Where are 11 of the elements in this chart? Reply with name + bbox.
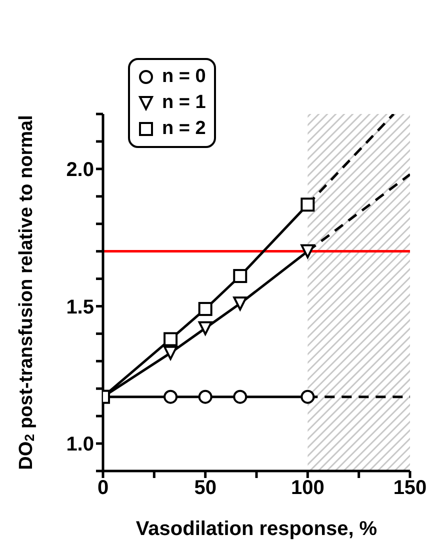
x-tick-label: 0	[97, 477, 109, 500]
legend-label: n = 2	[162, 117, 206, 141]
y-tick-label: 1.5	[66, 296, 94, 318]
y-tick-label: 2.0	[66, 159, 94, 182]
legend-label: n = 1	[162, 91, 206, 115]
x-tick-label: 150	[393, 477, 427, 500]
x-axis-title: Vasodilation response, %	[136, 518, 378, 540]
x-tick-label: 50	[194, 477, 216, 500]
x-tick-label: 100	[290, 477, 324, 500]
text: 1.0	[66, 434, 94, 456]
legend-label: n = 0	[162, 65, 206, 89]
